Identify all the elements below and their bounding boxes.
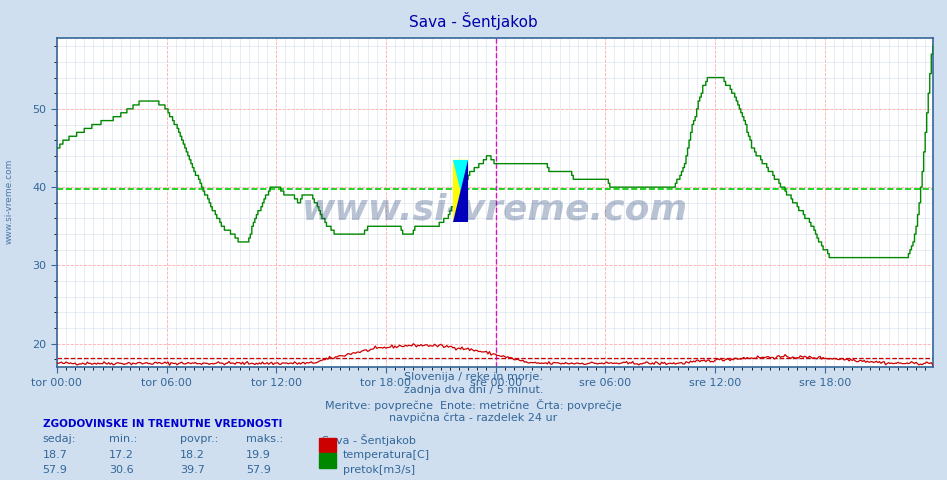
- Text: Slovenija / reke in morje.: Slovenija / reke in morje.: [404, 372, 543, 382]
- Text: navpična črta - razdelek 24 ur: navpična črta - razdelek 24 ur: [389, 412, 558, 423]
- Text: min.:: min.:: [109, 434, 137, 444]
- Text: temperatura[C]: temperatura[C]: [343, 450, 430, 460]
- Text: Sava - Šentjakob: Sava - Šentjakob: [322, 434, 416, 446]
- Polygon shape: [453, 160, 468, 222]
- Text: 18.7: 18.7: [43, 450, 67, 460]
- Text: 39.7: 39.7: [180, 465, 205, 475]
- Text: sedaj:: sedaj:: [43, 434, 76, 444]
- Text: 57.9: 57.9: [43, 465, 67, 475]
- Polygon shape: [453, 160, 468, 222]
- Text: 17.2: 17.2: [109, 450, 134, 460]
- Text: 57.9: 57.9: [246, 465, 271, 475]
- Text: Sava - Šentjakob: Sava - Šentjakob: [409, 12, 538, 30]
- Text: zadnja dva dni / 5 minut.: zadnja dva dni / 5 minut.: [403, 385, 544, 396]
- Text: povpr.:: povpr.:: [180, 434, 218, 444]
- Text: 30.6: 30.6: [109, 465, 134, 475]
- Text: Meritve: povprečne  Enote: metrične  Črta: povprečje: Meritve: povprečne Enote: metrične Črta:…: [325, 399, 622, 411]
- Text: maks.:: maks.:: [246, 434, 283, 444]
- Polygon shape: [453, 160, 468, 222]
- Text: www.si-vreme.com: www.si-vreme.com: [5, 159, 14, 244]
- Text: pretok[m3/s]: pretok[m3/s]: [343, 465, 415, 475]
- Text: ZGODOVINSKE IN TRENUTNE VREDNOSTI: ZGODOVINSKE IN TRENUTNE VREDNOSTI: [43, 419, 282, 429]
- Text: www.si-vreme.com: www.si-vreme.com: [302, 192, 688, 227]
- Text: 18.2: 18.2: [180, 450, 205, 460]
- Text: 19.9: 19.9: [246, 450, 271, 460]
